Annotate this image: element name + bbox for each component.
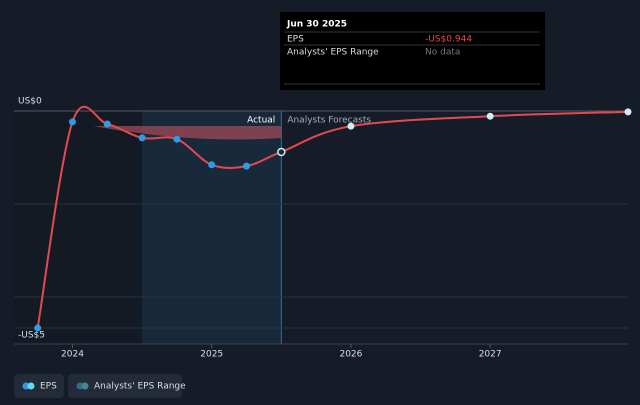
eps-point <box>34 324 42 332</box>
legend-button[interactable] <box>14 374 64 398</box>
legend-label: Analysts' EPS Range <box>94 382 186 392</box>
actual-label: Actual <box>247 116 275 126</box>
x-tick-label: 2026 <box>339 350 362 360</box>
legend-swatch <box>27 382 35 390</box>
actual-shade <box>142 111 282 344</box>
legend-button[interactable] <box>68 374 182 398</box>
range-area <box>93 126 282 140</box>
past-shade <box>14 111 143 344</box>
tooltip-label: Analysts' EPS Range <box>287 48 379 58</box>
legend-swatch <box>76 382 84 390</box>
tooltip-value: -US$0.944 <box>425 35 472 45</box>
x-tick-label: 2027 <box>479 350 502 360</box>
tooltip: Jun 30 2025 EPS -US$0.944 Analysts' EPS … <box>280 12 545 90</box>
legend-label: EPS <box>40 382 57 392</box>
y-tick-label: -US$5 <box>18 330 45 340</box>
x-tick-label: 2025 <box>200 350 223 360</box>
eps-point <box>624 108 632 116</box>
legend-swatch <box>22 382 30 390</box>
eps-point <box>486 112 494 120</box>
eps-point <box>173 135 181 143</box>
tooltip-date: Jun 30 2025 <box>286 20 347 30</box>
eps-point <box>68 118 76 126</box>
tooltip-value: No data <box>425 48 460 58</box>
y-tick-label: US$0 <box>18 97 42 107</box>
eps-point <box>138 134 146 142</box>
shading <box>14 111 282 344</box>
eps-point <box>103 120 111 128</box>
legend-swatch <box>81 382 89 390</box>
tooltip-box <box>280 12 545 90</box>
forecast-label: Analysts Forecasts <box>287 116 371 126</box>
eps-point <box>347 122 355 130</box>
eps-point <box>208 161 216 169</box>
tooltip-label: EPS <box>287 35 304 45</box>
eps-point <box>243 162 251 170</box>
x-tick-label: 2024 <box>61 350 84 360</box>
eps-point <box>277 147 286 157</box>
